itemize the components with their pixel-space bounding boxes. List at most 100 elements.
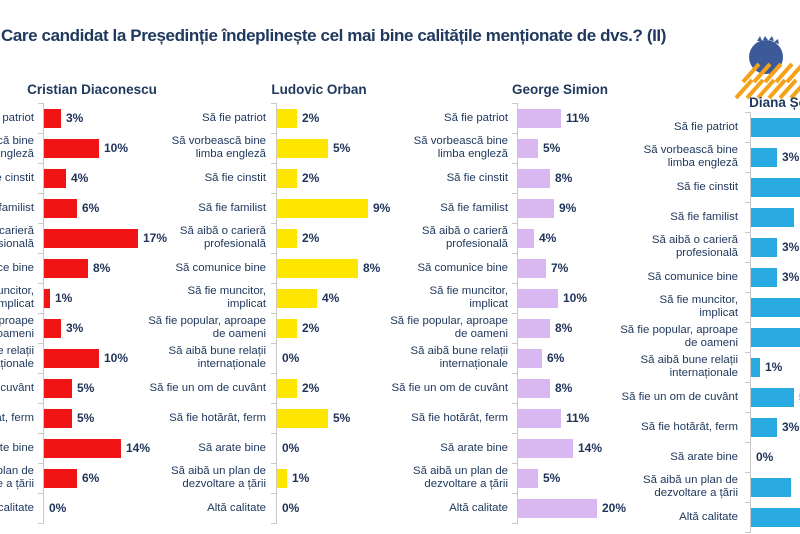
category-label: Să comunice bine bbox=[175, 261, 266, 274]
bar bbox=[751, 507, 800, 527]
category-label: Să fie cinstit bbox=[676, 180, 738, 193]
value-label: 4% bbox=[539, 231, 557, 245]
bar-row: 8% bbox=[277, 253, 399, 283]
axis-tick bbox=[38, 373, 44, 374]
candidate-name: George Simion bbox=[511, 82, 609, 97]
category-label: Să fie patriot bbox=[674, 120, 738, 133]
bar bbox=[277, 378, 297, 398]
category-label: Să aibă un plan de dezvoltare a țării bbox=[170, 465, 266, 490]
category-label: Altă calitate bbox=[679, 510, 738, 523]
category-label: Să fie familist bbox=[0, 201, 34, 214]
bar-row: 6% bbox=[44, 463, 194, 493]
value-label: 14% bbox=[126, 441, 151, 455]
bar bbox=[277, 318, 297, 338]
value-label: 3% bbox=[782, 420, 800, 434]
value-label: 14% bbox=[578, 441, 603, 455]
candidate-name: Cristian Diaconescu bbox=[27, 82, 157, 97]
bar-row: 5% bbox=[44, 373, 194, 403]
category-label: Să comunice bine bbox=[0, 261, 34, 274]
bar-row: 14% bbox=[518, 433, 633, 463]
bar bbox=[277, 228, 297, 248]
bar bbox=[277, 108, 297, 128]
bar-row: 10% bbox=[518, 283, 633, 313]
axis-tick bbox=[512, 313, 518, 314]
axis-tick bbox=[38, 343, 44, 344]
value-label: 4% bbox=[322, 291, 340, 305]
bar bbox=[44, 228, 138, 248]
bar bbox=[277, 468, 287, 488]
bar bbox=[518, 288, 558, 308]
category-label-column: Să fie patriot Să vorbească bine limba en… bbox=[388, 103, 508, 523]
value-label: 0% bbox=[49, 501, 67, 515]
axis-tick bbox=[745, 352, 751, 353]
category-label: Altă calitate bbox=[0, 501, 34, 514]
plot-area: 2% 5% 2% 9% 2% 8% 4% 2% 0% 2% 5% 0% 1% 0% bbox=[271, 103, 399, 524]
category-label: Să aibă o carieră profesională bbox=[651, 234, 738, 259]
bar-row: 0% bbox=[751, 442, 800, 472]
bar bbox=[44, 468, 77, 488]
value-label: 5% bbox=[333, 411, 351, 425]
category-label: Să fie hotărât, ferm bbox=[641, 420, 738, 433]
page-title: Care candidat la Președinție îndeplineșt… bbox=[1, 26, 666, 45]
value-label: 8% bbox=[555, 381, 573, 395]
axis-tick bbox=[38, 163, 44, 164]
axis-tick bbox=[512, 133, 518, 134]
bar bbox=[751, 357, 760, 377]
category-label: Să fie patriot bbox=[444, 111, 508, 124]
axis-tick bbox=[38, 433, 44, 434]
bar-row: 8% bbox=[44, 253, 194, 283]
axis-tick bbox=[271, 133, 277, 134]
bar bbox=[277, 288, 317, 308]
axis-tick bbox=[271, 253, 277, 254]
axis-tick bbox=[38, 463, 44, 464]
value-label: 2% bbox=[302, 171, 320, 185]
axis-tick bbox=[38, 313, 44, 314]
value-label: 10% bbox=[104, 141, 129, 155]
category-label-column: Să fie patriot Să vorbească bine limba en… bbox=[0, 103, 34, 523]
axis-tick bbox=[745, 322, 751, 323]
bar bbox=[751, 117, 800, 137]
value-label: 4% bbox=[71, 171, 89, 185]
axis-tick bbox=[38, 223, 44, 224]
axis-tick bbox=[38, 493, 44, 494]
axis-tick bbox=[271, 313, 277, 314]
category-label: Să fie patriot bbox=[0, 111, 34, 124]
bar bbox=[44, 438, 121, 458]
value-label: 9% bbox=[559, 201, 577, 215]
axis-tick bbox=[745, 442, 751, 443]
category-label: Să comunice bine bbox=[417, 261, 508, 274]
axis-tick bbox=[745, 412, 751, 413]
candidate-name: Diana Șo bbox=[749, 95, 800, 110]
bar-row: 0% bbox=[44, 493, 194, 523]
category-label: Să fie muncitor, implicat bbox=[187, 285, 266, 310]
value-label: 11% bbox=[566, 411, 590, 425]
bar-row: 2% bbox=[277, 163, 399, 193]
axis-tick bbox=[512, 433, 518, 434]
category-label: Altă calitate bbox=[207, 501, 266, 514]
value-label: 5% bbox=[543, 141, 561, 155]
bar bbox=[518, 168, 550, 188]
value-label: 9% bbox=[373, 201, 391, 215]
value-label: 0% bbox=[282, 351, 300, 365]
axis-tick bbox=[745, 292, 751, 293]
bar bbox=[751, 237, 777, 257]
bar-row: 17% bbox=[44, 223, 194, 253]
category-label: Să fie familist bbox=[198, 201, 266, 214]
axis-tick bbox=[38, 523, 44, 524]
value-label: 3% bbox=[782, 150, 800, 164]
axis-tick bbox=[512, 523, 518, 524]
bar bbox=[751, 327, 800, 347]
axis-tick bbox=[745, 262, 751, 263]
bar-row: 0% bbox=[277, 493, 399, 523]
value-label: 2% bbox=[302, 231, 320, 245]
bar bbox=[518, 228, 534, 248]
bar-row bbox=[751, 472, 800, 502]
axis-tick bbox=[512, 253, 518, 254]
category-label: Să fie familist bbox=[670, 210, 738, 223]
axis-tick bbox=[38, 283, 44, 284]
value-label: 6% bbox=[82, 471, 100, 485]
bar-row: 5% bbox=[277, 403, 399, 433]
axis-tick bbox=[38, 403, 44, 404]
bar-row: 5% bbox=[518, 463, 633, 493]
axis-tick bbox=[38, 193, 44, 194]
